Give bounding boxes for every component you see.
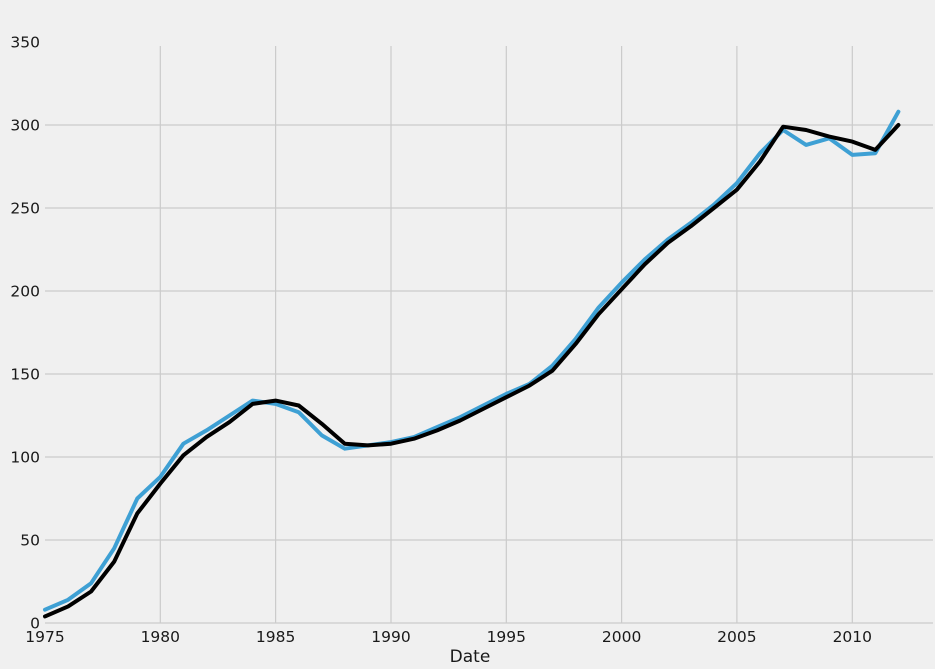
y-tick-label: 250 [10, 200, 40, 218]
y-tick-label: 150 [10, 366, 40, 384]
axis-labels-layer: 0 50 100 150 200 250 300 350 1975 1980 1985 1990 199… [10, 34, 872, 647]
grid-layer [45, 46, 933, 624]
x-tick-label: 1975 [25, 628, 64, 646]
x-tick-label: 2005 [717, 628, 756, 646]
y-tick-label: 0 [30, 615, 40, 633]
x-tick-label: 1995 [487, 628, 526, 646]
series-line-black [43, 123, 901, 619]
y-tick-label: 350 [10, 34, 40, 52]
y-tick-label: 100 [10, 449, 40, 467]
y-tick-label: 50 [20, 532, 40, 550]
y-tick-label: 200 [10, 283, 40, 301]
x-axis-label: Date [450, 647, 491, 667]
plot-area [43, 109, 901, 619]
x-tick-label: 1990 [371, 628, 410, 646]
x-tick-label: 1980 [141, 628, 180, 646]
x-tick-label: 2000 [602, 628, 641, 646]
y-tick-label: 300 [10, 117, 40, 135]
series-line-blue [43, 109, 901, 612]
x-tick-label: 2010 [833, 628, 872, 646]
x-tick-label: 1985 [256, 628, 295, 646]
